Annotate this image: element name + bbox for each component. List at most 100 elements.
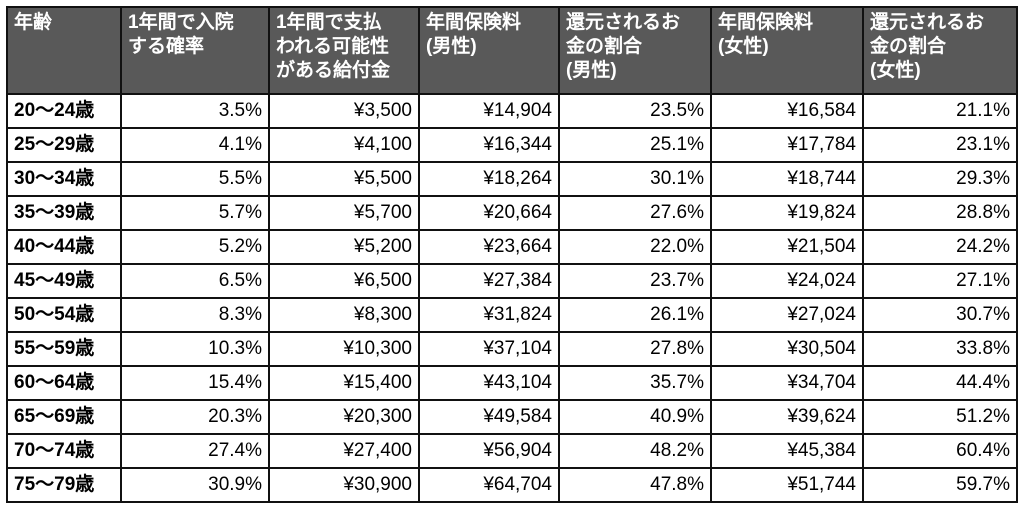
value-cell: ¥20,664 — [418, 195, 560, 231]
value-cell: ¥8,300 — [268, 297, 420, 333]
value-cell: ¥3,500 — [268, 93, 420, 129]
value-cell: ¥6,500 — [268, 263, 420, 299]
value-cell: ¥16,584 — [710, 93, 864, 129]
header-text: 還元されるお — [566, 12, 681, 33]
header-cell: 1年間で支払 われる可能性 がある給付金 — [268, 6, 420, 95]
value-cell: ¥14,904 — [418, 93, 560, 129]
value-cell: 44.4% — [862, 365, 1018, 401]
value-cell: ¥24,024 — [710, 263, 864, 299]
header-text: 1年間で支払 — [276, 12, 382, 33]
header-text: (女性) — [870, 60, 921, 81]
value-cell: ¥21,504 — [710, 229, 864, 265]
value-cell: ¥4,100 — [268, 127, 420, 163]
value-cell: 27.6% — [558, 195, 712, 231]
data-row: 45～49歳 6.5% ¥6,500 ¥27,384 23.7% ¥24,024 27.1% — [6, 263, 1018, 299]
value-cell: 20.3% — [120, 399, 270, 435]
value-cell: ¥5,200 — [268, 229, 420, 265]
value-cell: ¥5,500 — [268, 161, 420, 197]
header-text: する確率 — [128, 36, 205, 57]
value-cell: 30.1% — [558, 161, 712, 197]
data-row: 20～24歳 3.5% ¥3,500 ¥14,904 23.5% ¥16,584 21.1% — [6, 93, 1018, 129]
value-cell: 48.2% — [558, 433, 712, 469]
value-cell: ¥43,104 — [418, 365, 560, 401]
value-cell: ¥18,744 — [710, 161, 864, 197]
value-cell: 33.8% — [862, 331, 1018, 367]
header-text: 還元されるお — [870, 12, 985, 33]
header-text: 年間保険料 — [718, 12, 814, 33]
age-cell: 25～29歳 — [6, 127, 122, 163]
header-text: (男性) — [426, 36, 477, 57]
value-cell: ¥64,704 — [418, 467, 560, 503]
value-cell: 4.1% — [120, 127, 270, 163]
header-text: 金の割合 — [870, 36, 947, 57]
value-cell: 35.7% — [558, 365, 712, 401]
header-text: 1年間で入院 — [128, 12, 234, 33]
value-cell: 60.4% — [862, 433, 1018, 469]
value-cell: ¥17,784 — [710, 127, 864, 163]
value-cell: 28.8% — [862, 195, 1018, 231]
header-cell: 年間保険料 (女性) — [710, 6, 864, 95]
value-cell: 23.1% — [862, 127, 1018, 163]
value-cell: 23.7% — [558, 263, 712, 299]
value-cell: 26.1% — [558, 297, 712, 333]
age-cell: 40～44歳 — [6, 229, 122, 265]
value-cell: 10.3% — [120, 331, 270, 367]
value-cell: 23.5% — [558, 93, 712, 129]
header-text: 年齢 — [14, 12, 53, 33]
value-cell: ¥27,400 — [268, 433, 420, 469]
data-row: 30～34歳 5.5% ¥5,500 ¥18,264 30.1% ¥18,744 29.3% — [6, 161, 1018, 197]
value-cell: 40.9% — [558, 399, 712, 435]
value-cell: 27.1% — [862, 263, 1018, 299]
value-cell: ¥37,104 — [418, 331, 560, 367]
value-cell: ¥34,704 — [710, 365, 864, 401]
value-cell: ¥19,824 — [710, 195, 864, 231]
value-cell: 47.8% — [558, 467, 712, 503]
data-row: 65～69歳 20.3% ¥20,300 ¥49,584 40.9% ¥39,624 51.… — [6, 399, 1018, 435]
value-cell: ¥30,900 — [268, 467, 420, 503]
value-cell: ¥27,024 — [710, 297, 864, 333]
value-cell: 27.4% — [120, 433, 270, 469]
value-cell: ¥49,584 — [418, 399, 560, 435]
value-cell: ¥45,384 — [710, 433, 864, 469]
value-cell: 51.2% — [862, 399, 1018, 435]
value-cell: 27.8% — [558, 331, 712, 367]
value-cell: 30.9% — [120, 467, 270, 503]
value-cell: 3.5% — [120, 93, 270, 129]
value-cell: 24.2% — [862, 229, 1018, 265]
age-cell: 35～39歳 — [6, 195, 122, 231]
value-cell: 59.7% — [862, 467, 1018, 503]
insurance-table: 年齢 1年間で入院 する確率 1年間で支払 われる可能性 がある給付金 年間保険料 (男性) 還… — [6, 6, 1018, 503]
header-text: (男性) — [566, 60, 617, 81]
value-cell: ¥20,300 — [268, 399, 420, 435]
age-cell: 60～64歳 — [6, 365, 122, 401]
value-cell: ¥5,700 — [268, 195, 420, 231]
age-cell: 30～34歳 — [6, 161, 122, 197]
header-row: 年齢 1年間で入院 する確率 1年間で支払 われる可能性 がある給付金 年間保険料 (男性) 還… — [6, 6, 1018, 95]
header-cell: 年齢 — [6, 6, 122, 95]
value-cell: 15.4% — [120, 365, 270, 401]
value-cell: ¥56,904 — [418, 433, 560, 469]
value-cell: ¥51,744 — [710, 467, 864, 503]
value-cell: 8.3% — [120, 297, 270, 333]
value-cell: 21.1% — [862, 93, 1018, 129]
data-row: 55～59歳 10.3% ¥10,300 ¥37,104 27.8% ¥30,504 33.… — [6, 331, 1018, 367]
value-cell: 29.3% — [862, 161, 1018, 197]
value-cell: 25.1% — [558, 127, 712, 163]
header-cell: 還元されるお 金の割合 (男性) — [558, 6, 712, 95]
data-row: 25～29歳 4.1% ¥4,100 ¥16,344 25.1% ¥17,784 23.1% — [6, 127, 1018, 163]
header-cell: 還元されるお 金の割合 (女性) — [862, 6, 1018, 95]
header-text: (女性) — [718, 36, 769, 57]
data-row: 40～44歳 5.2% ¥5,200 ¥23,664 22.0% ¥21,504 24.2% — [6, 229, 1018, 265]
value-cell: 5.2% — [120, 229, 270, 265]
data-row: 75～79歳 30.9% ¥30,900 ¥64,704 47.8% ¥51,744 59.… — [6, 467, 1018, 503]
value-cell: ¥27,384 — [418, 263, 560, 299]
value-cell: 22.0% — [558, 229, 712, 265]
header-text: われる可能性 — [276, 36, 390, 57]
value-cell: ¥39,624 — [710, 399, 864, 435]
header-text: 金の割合 — [566, 36, 643, 57]
value-cell: 30.7% — [862, 297, 1018, 333]
age-cell: 55～59歳 — [6, 331, 122, 367]
value-cell: ¥23,664 — [418, 229, 560, 265]
table-body: 20～24歳 3.5% ¥3,500 ¥14,904 23.5% ¥16,584 21.1%… — [6, 93, 1018, 503]
